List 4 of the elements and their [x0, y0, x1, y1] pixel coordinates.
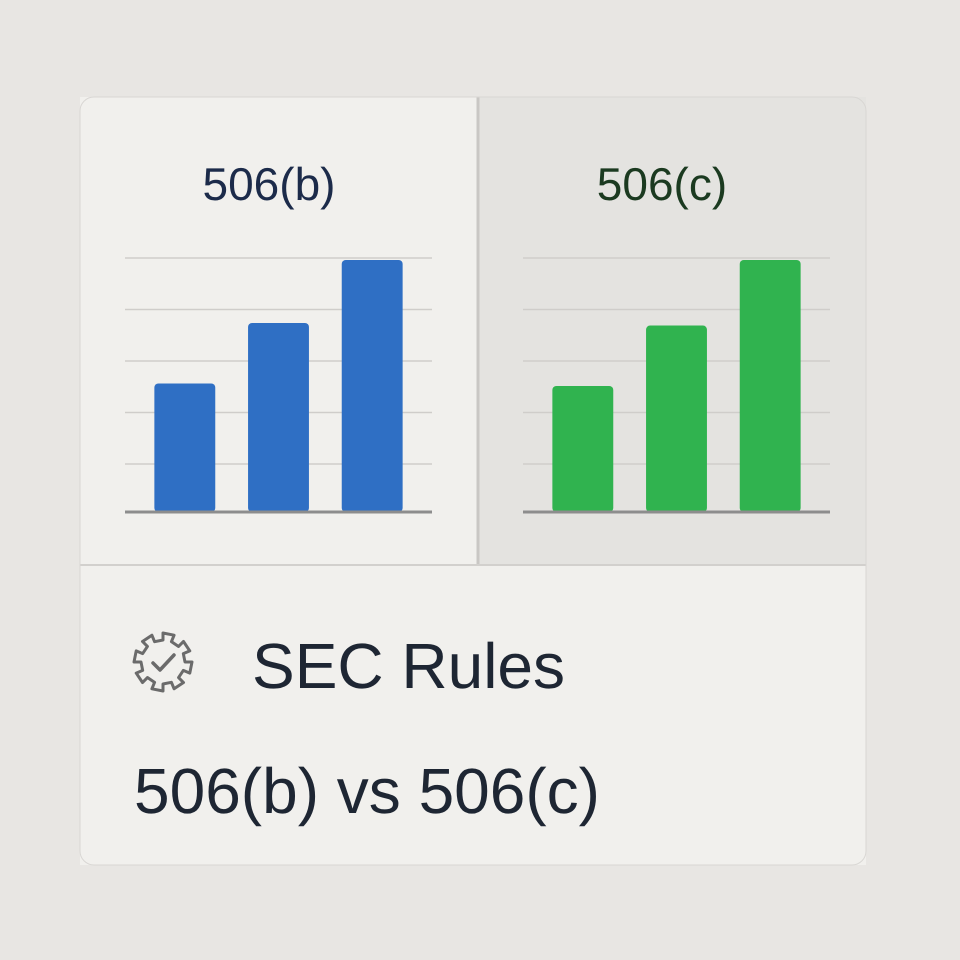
text: 506(b) vs 506(c): [134, 755, 600, 827]
text: SEC Rules: [252, 630, 565, 702]
chart-title: 506(c): [596, 158, 728, 210]
chart-title: 506(b): [202, 158, 336, 210]
